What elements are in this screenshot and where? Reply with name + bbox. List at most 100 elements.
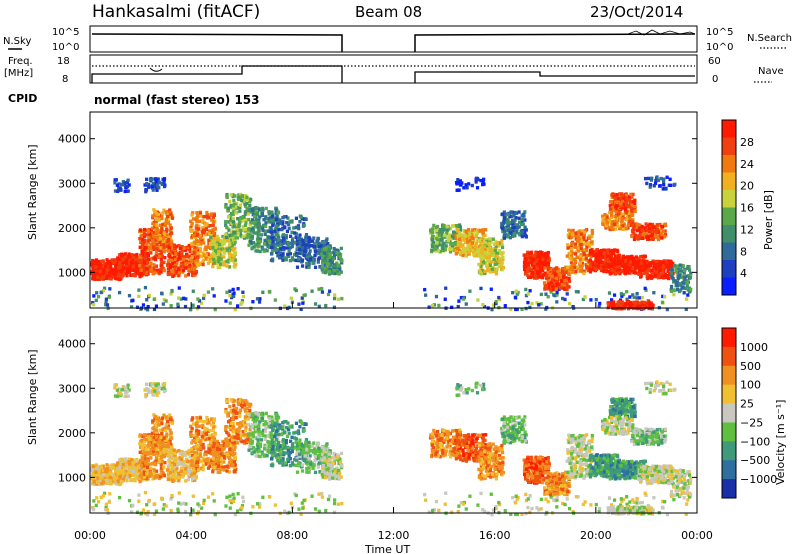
power-cell: [663, 229, 667, 233]
power-cell: [568, 235, 572, 239]
power-cell: [116, 189, 120, 194]
power-cell: [167, 237, 171, 242]
power-cell: [221, 247, 225, 251]
power-cell: [523, 229, 527, 233]
power-cell: [550, 275, 554, 279]
power-cell: [109, 277, 113, 281]
power-cell: [541, 253, 545, 257]
power-cell: [641, 232, 645, 237]
freq-tick-top: 18: [57, 56, 70, 67]
power-cell: [123, 252, 128, 256]
power-cell: [491, 237, 495, 241]
power-cell: [264, 206, 268, 211]
power-cell: [196, 239, 201, 243]
power-cell: [177, 267, 181, 271]
power-cell: [570, 267, 574, 271]
power-cell: [514, 216, 518, 220]
power-cell: [496, 251, 500, 256]
power-cell: [577, 237, 581, 241]
power-cell: [294, 216, 299, 221]
power-cell: [493, 262, 497, 267]
power-cell: [238, 220, 242, 225]
power-cell: [509, 307, 513, 311]
power-cell: [685, 279, 689, 283]
power-cell: [164, 210, 168, 214]
power-cell: [432, 223, 436, 228]
power-cell: [130, 253, 134, 257]
power-cell: [462, 237, 466, 241]
power-cell: [317, 245, 321, 249]
power-cell: [300, 296, 304, 300]
power-cell: [439, 232, 443, 236]
power-cell: [229, 253, 233, 258]
power-cell: [250, 221, 254, 225]
power-cell: [435, 224, 440, 229]
power-cell: [307, 252, 311, 256]
power-cell: [224, 232, 228, 237]
power-cell: [118, 261, 122, 265]
power-cell: [579, 268, 583, 272]
power-cell: [463, 252, 467, 256]
freq-tick-bottom: 8: [62, 74, 68, 85]
power-cell: [320, 267, 325, 272]
power-cell: [612, 264, 616, 269]
power-cell: [202, 225, 207, 230]
power-cell: [122, 266, 126, 270]
power-cell: [653, 181, 658, 186]
power-cell: [676, 276, 680, 281]
power-cell: [650, 227, 654, 231]
power-cell: [512, 231, 517, 236]
power-cell: [497, 244, 501, 248]
power-cell: [561, 280, 565, 285]
power-cell: [638, 301, 642, 305]
power-cell: [512, 234, 516, 238]
power-cell: [232, 251, 237, 255]
power-cell: [599, 248, 603, 253]
power-cell: [153, 209, 157, 214]
power-cell: [528, 260, 532, 264]
power-cell: [658, 260, 662, 264]
power-cell: [167, 214, 171, 219]
power-cell: [108, 270, 112, 275]
power-cell: [125, 184, 130, 189]
power-cell: [233, 246, 237, 251]
power-cell: [509, 231, 513, 235]
power-cell: [210, 212, 214, 216]
power-cell: [576, 234, 580, 239]
power-cell: [201, 226, 205, 230]
power-cell: [227, 265, 232, 269]
power-cell: [317, 304, 321, 309]
power-cell: [190, 213, 194, 217]
power-cell: [575, 265, 579, 269]
power-cell: [615, 265, 619, 270]
power-cell: [117, 257, 122, 261]
power-cell: [128, 269, 132, 273]
power-cell: [642, 259, 646, 264]
power-cell: [257, 244, 261, 248]
power-cell: [481, 235, 485, 239]
power-cell: [231, 206, 235, 210]
power-cell: [231, 193, 235, 197]
power-cell: [206, 290, 211, 294]
power-cell: [232, 291, 236, 295]
power-cell: [464, 183, 468, 187]
power-cell: [295, 243, 299, 247]
power-cell: [277, 247, 281, 252]
power-cell: [497, 259, 501, 264]
power-cell: [240, 194, 245, 198]
power-cell: [174, 271, 178, 275]
power-cell: [524, 234, 528, 238]
power-cell: [630, 203, 634, 207]
power-cell: [633, 261, 638, 265]
power-cell: [213, 249, 217, 253]
power-cell: [583, 248, 587, 252]
power-cell: [233, 307, 237, 312]
freq-panel-frame: [89, 54, 698, 84]
power-cell: [625, 297, 629, 302]
power-cell: [634, 226, 638, 230]
power-cell: [500, 245, 505, 250]
power-cell: [682, 272, 686, 277]
power-cell: [166, 214, 170, 219]
power-cell: [329, 251, 333, 255]
power-cell: [222, 239, 227, 244]
